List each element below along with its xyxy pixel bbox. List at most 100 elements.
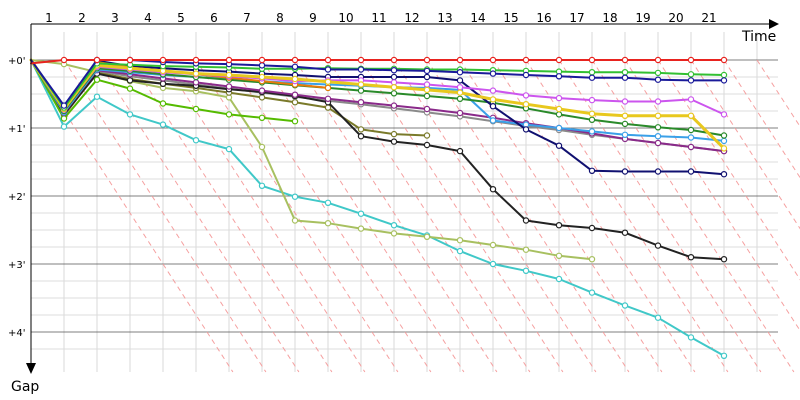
data-point xyxy=(291,98,299,106)
data-point xyxy=(687,143,695,151)
data-point xyxy=(654,112,662,120)
data-point xyxy=(588,56,596,64)
data-point xyxy=(522,71,530,79)
data-point xyxy=(456,83,464,91)
data-point xyxy=(291,91,299,98)
lapping-line xyxy=(195,59,399,373)
lapping-line xyxy=(327,59,531,373)
data-point xyxy=(60,56,68,64)
data-point xyxy=(588,256,596,263)
x-tick-label: 6 xyxy=(210,11,218,25)
lapping-line xyxy=(162,59,366,373)
data-point xyxy=(654,139,662,147)
data-point xyxy=(522,246,530,253)
data-point xyxy=(588,68,596,76)
data-point xyxy=(489,260,497,268)
data-point xyxy=(687,126,695,134)
series-11 xyxy=(30,59,299,125)
data-point xyxy=(324,66,332,73)
data-point xyxy=(489,96,497,103)
data-point xyxy=(720,145,728,152)
data-point xyxy=(258,62,266,69)
lapping-line xyxy=(228,59,432,373)
x-tick-label: 10 xyxy=(338,11,353,25)
data-point xyxy=(687,168,695,175)
data-point xyxy=(357,66,365,73)
y-tick-label: +1' xyxy=(8,124,26,135)
series-1 xyxy=(30,56,728,65)
data-point xyxy=(159,56,167,64)
x-tick-label: 2 xyxy=(78,11,86,25)
data-point xyxy=(423,56,431,64)
data-point xyxy=(357,87,365,94)
data-point xyxy=(357,98,365,106)
series-15 xyxy=(30,59,596,263)
x-tick-label: 15 xyxy=(503,11,518,25)
data-point xyxy=(489,87,497,94)
lapping-line xyxy=(63,59,267,373)
data-point xyxy=(225,71,233,79)
data-point xyxy=(489,185,497,193)
data-point xyxy=(423,233,431,240)
x-tick-label: 4 xyxy=(144,11,152,25)
data-point xyxy=(456,236,464,244)
data-point xyxy=(588,110,596,117)
data-point xyxy=(60,102,68,109)
data-point xyxy=(357,81,365,88)
data-point xyxy=(588,224,596,232)
series-line xyxy=(30,59,725,153)
series-lines xyxy=(29,56,728,359)
data-point xyxy=(687,96,695,103)
data-point xyxy=(588,74,596,81)
data-point xyxy=(291,63,299,71)
data-point xyxy=(489,241,497,249)
lapping-line xyxy=(591,59,795,373)
data-point xyxy=(126,111,134,118)
data-point xyxy=(654,124,662,131)
data-point xyxy=(522,56,530,64)
data-point xyxy=(555,275,563,283)
data-point xyxy=(390,221,398,229)
data-point xyxy=(687,56,695,64)
data-point xyxy=(621,98,629,105)
data-point xyxy=(423,73,431,81)
lapping-line xyxy=(360,59,564,373)
x-tick-label: 3 xyxy=(111,11,119,25)
data-point xyxy=(390,56,398,64)
data-point xyxy=(522,267,530,274)
data-point xyxy=(456,89,464,96)
data-point xyxy=(654,242,662,249)
series-16 xyxy=(30,59,728,359)
data-point xyxy=(258,56,266,64)
lapping-line xyxy=(657,59,800,281)
lapping-line xyxy=(30,59,234,373)
x-tick-label: 16 xyxy=(536,11,551,25)
data-point xyxy=(687,254,695,261)
data-point xyxy=(555,252,563,259)
data-point xyxy=(654,76,662,83)
data-point xyxy=(621,131,629,138)
x-axis-title: Time xyxy=(741,29,776,45)
lapping-line xyxy=(459,59,663,373)
data-point xyxy=(159,121,167,128)
data-point xyxy=(357,132,365,140)
data-point xyxy=(192,79,200,86)
data-point xyxy=(456,95,464,103)
x-tick-label: 1 xyxy=(45,11,53,25)
data-point xyxy=(555,56,563,64)
data-point xyxy=(456,56,464,64)
data-point xyxy=(423,141,431,149)
data-point xyxy=(357,56,365,64)
y-tick-label: +3' xyxy=(8,260,26,271)
data-point xyxy=(60,123,68,130)
data-point xyxy=(720,137,728,145)
data-point xyxy=(126,85,134,92)
data-point xyxy=(621,74,629,81)
lapping-line xyxy=(261,59,465,373)
data-point xyxy=(654,168,662,175)
data-point xyxy=(390,138,398,145)
data-point xyxy=(720,77,728,84)
data-point xyxy=(390,66,398,74)
series-line xyxy=(30,59,725,261)
